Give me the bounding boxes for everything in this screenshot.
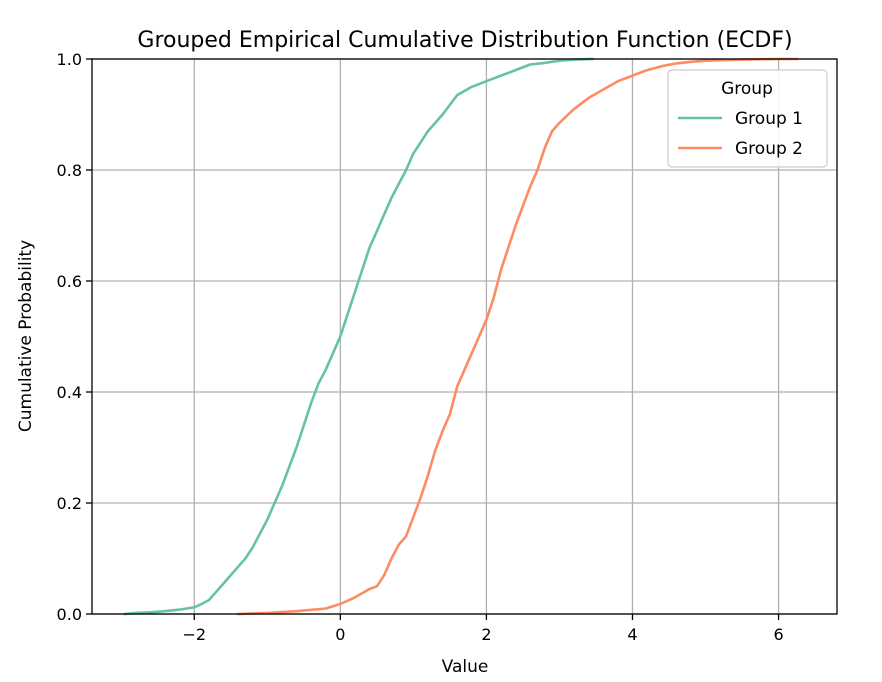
y-tick-label: 0.4 <box>57 383 82 402</box>
x-tick-label: 0 <box>335 625 345 644</box>
chart-title: Grouped Empirical Cumulative Distributio… <box>137 28 792 53</box>
y-tick-label: 0.2 <box>57 494 82 513</box>
x-tick-label: −2 <box>182 625 206 644</box>
legend-title: Group <box>721 79 773 99</box>
y-tick-label: 0.0 <box>57 605 82 624</box>
x-tick-label: 4 <box>627 625 637 644</box>
legend-box <box>667 69 828 168</box>
y-axis-ticks: 0.0 0.2 0.4 0.6 0.8 1.0 <box>57 50 92 624</box>
series-line-group-1 <box>123 57 594 616</box>
series-lines <box>123 57 799 616</box>
y-tick-label: 0.8 <box>57 161 82 180</box>
legend-label-2: Group 2 <box>735 139 803 159</box>
y-tick-label: 0.6 <box>57 272 82 291</box>
y-axis-label: Cumulative Probability <box>16 240 36 432</box>
x-tick-label: 6 <box>773 625 783 644</box>
y-tick-label: 1.0 <box>57 50 82 69</box>
x-axis-label: Value <box>442 657 489 677</box>
legend-items: Group 1 Group 2 <box>678 109 803 159</box>
x-axis-ticks: −2 0 2 4 6 <box>182 614 784 644</box>
plot-frame <box>91 58 838 615</box>
legend-label-1: Group 1 <box>735 109 803 129</box>
series-line-group-2 <box>236 57 799 616</box>
legend: Group Group 1 Group 2 <box>667 69 828 168</box>
x-tick-label: 2 <box>481 625 491 644</box>
